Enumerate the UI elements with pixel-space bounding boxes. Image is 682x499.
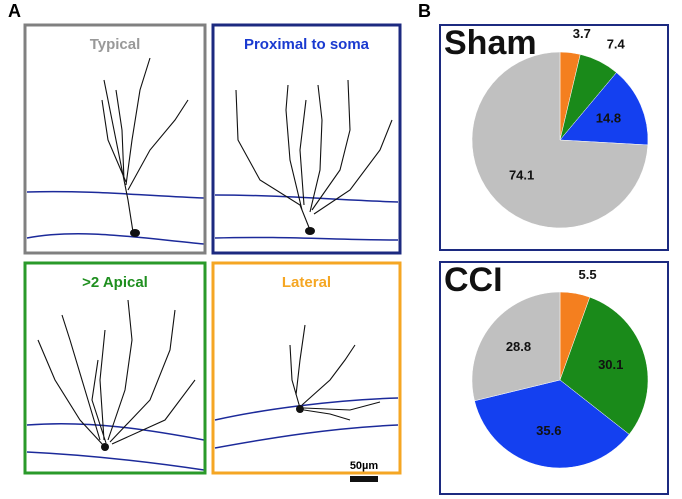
data-label: 35.6 [536,423,561,438]
chart-box [439,261,669,495]
neuron-drawing [26,57,205,245]
panel-box [211,23,402,255]
panel-label: B [418,1,431,21]
chart-title: Sham [444,24,537,62]
neuron-drawing [26,299,205,471]
data-label: 74.1 [509,168,534,183]
data-label: 5.5 [578,267,596,282]
neuron-drawing [214,324,399,449]
panel-label: A [8,1,21,21]
pie-slice [559,296,649,435]
data-label: 30.1 [598,357,623,372]
scale-bar [350,476,378,482]
panel-box [211,261,402,475]
panel-title: >2 Apical [82,274,148,291]
data-label: 14.8 [596,110,621,125]
data-label: 3.7 [573,26,591,41]
pie-slice [474,379,630,469]
panel-title: Proximal to soma [244,36,370,53]
pie-slice [471,51,649,229]
data-label: 7.4 [607,36,626,51]
neuron-drawing [214,79,399,241]
panel-title: Typical [90,36,141,53]
pie-slice [471,291,561,402]
data-label: 28.8 [506,339,531,354]
scale-bar-label: 50µm [350,460,379,472]
chart-title: CCI [444,261,503,299]
panel-title: Lateral [282,274,331,291]
chart-box [439,24,669,251]
pie-slice [559,72,649,146]
panel-box [23,23,207,255]
panel-box [23,261,207,475]
